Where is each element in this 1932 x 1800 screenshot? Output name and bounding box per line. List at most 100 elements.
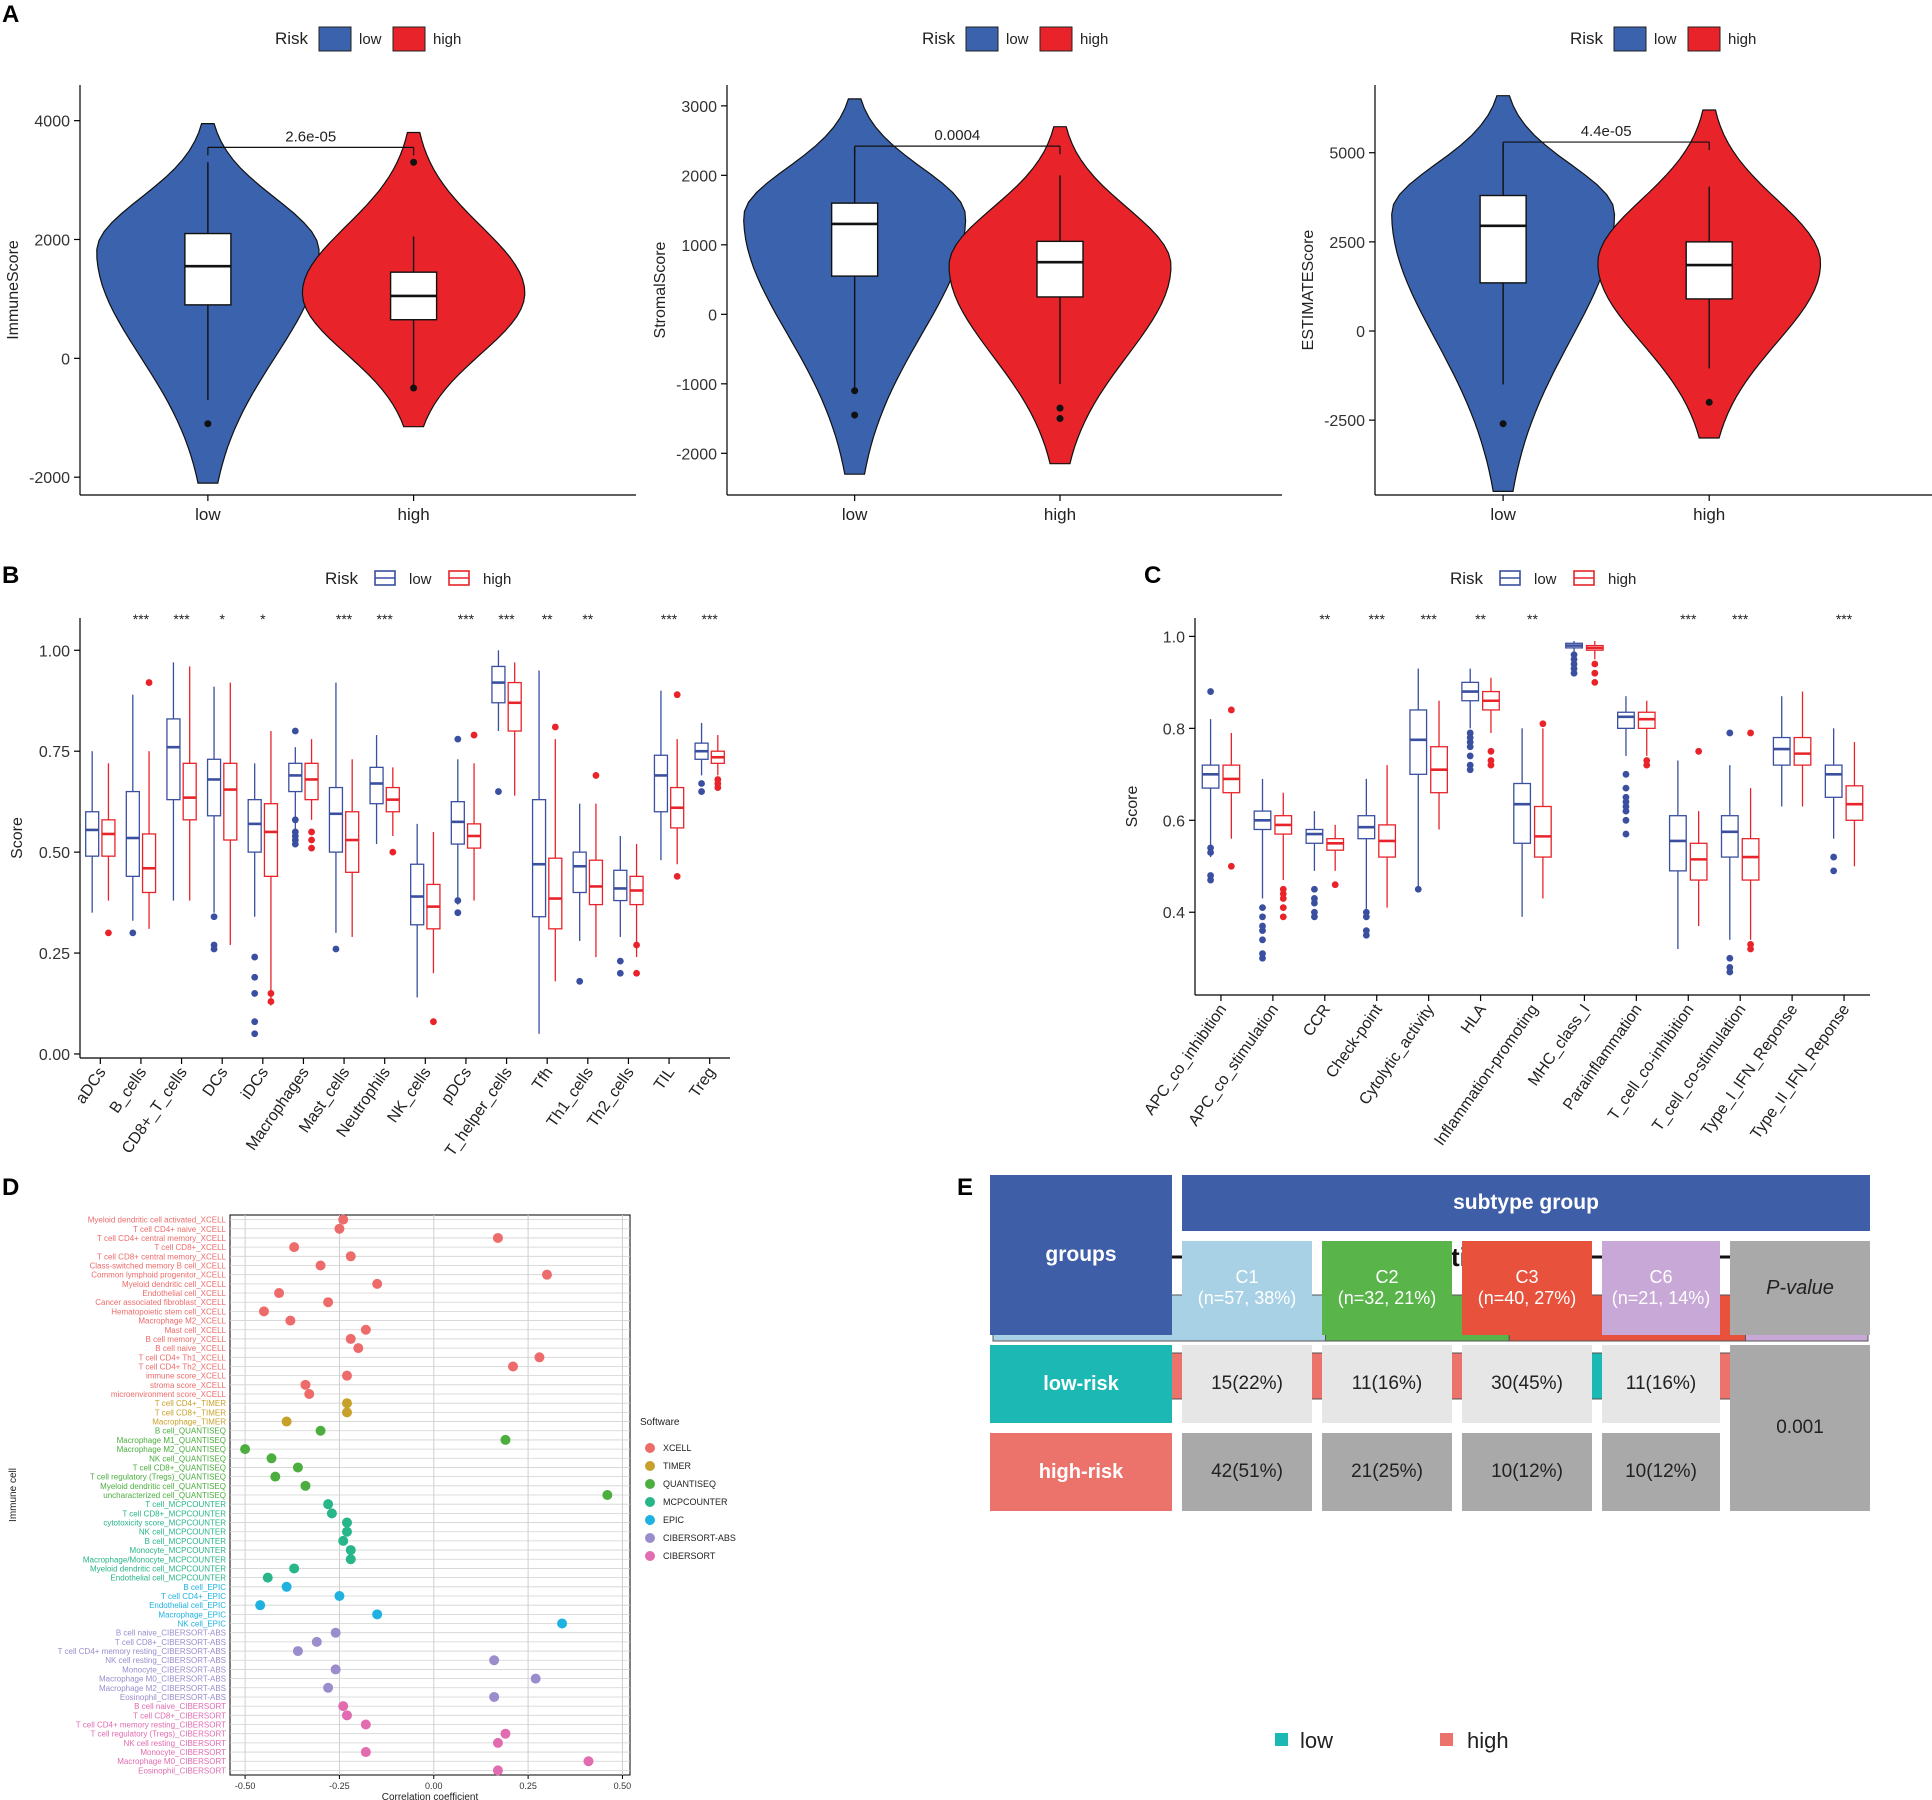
boxplot-b-outlier-low (251, 973, 259, 981)
dotplot-row-label: T cell regulatory (Tregs)_CIBERSORT (91, 1730, 227, 1739)
subtype-c3-header: C3 (n=40, 27%) (1462, 1241, 1592, 1335)
boxplot-b-outlier-low (698, 780, 705, 787)
subtype-c6-header: C6 (n=21, 14%) (1602, 1241, 1720, 1335)
boxplot-c-outlier-high (1279, 913, 1287, 921)
boxplot-c-outlier-high (1331, 881, 1339, 889)
dotplot-point (315, 1260, 326, 1271)
boxplot-b-outlier-low (698, 788, 705, 795)
boxplot-c-outlier-low (1207, 688, 1214, 695)
dotplot-row-label: T cell CD8+_MCPCOUNTER (122, 1509, 226, 1518)
boxplot-b-legend-high-label: high (483, 571, 511, 588)
boxplot-b-outlier-high (308, 844, 315, 852)
dotplot-row-label: B cell naive_XCELL (155, 1344, 226, 1353)
dotplot-row-label: T cell CD8+_TIMER (155, 1408, 226, 1417)
boxplot-b-box-high (101, 819, 116, 857)
violin-estimate-legend-low-label: low (1654, 31, 1677, 48)
dotplot-x-tick-label: -0.50 (235, 1781, 256, 1791)
boxplot-c-box-low (1668, 815, 1687, 872)
violin-estimate-x-tick-label: low (1490, 505, 1516, 524)
violin-estimate-y-tick-label: -2500 (1324, 413, 1365, 430)
dotplot-point (345, 1554, 356, 1565)
boxplot-c-outlier-low (1414, 885, 1422, 893)
boxplot-c-box-high (1689, 842, 1708, 881)
boxplot-b-box-high (588, 859, 604, 906)
dotplot-legend-swatch (645, 1443, 655, 1453)
boxplot-c-box-high (1533, 805, 1552, 858)
boxplot-b-box-high (223, 762, 238, 841)
boxplot-b-outlier-high (267, 990, 275, 997)
boxplot-c-outlier-low (1726, 964, 1734, 971)
boxplot-b-significance: *** (498, 611, 515, 627)
dotplot-row-label: T cell CD4+ memory resting_CIBERSORT-ABS (58, 1647, 226, 1656)
low-risk-c1-value: 15(22%) (1182, 1345, 1312, 1423)
violin-immune-legend-low-swatch (318, 26, 352, 52)
dotplot-row-label: Macrophage M1_QUANTISEQ (117, 1436, 226, 1445)
panel-e-legend-low-swatch (1275, 1733, 1288, 1746)
dotplot-point (240, 1444, 251, 1455)
violin-stromal-y-tick-label: 2000 (681, 168, 717, 185)
boxplot-c-outlier-low (1259, 904, 1266, 912)
groups-header: groups (990, 1175, 1172, 1335)
violin-stromal-legend-high-swatch (1039, 26, 1073, 52)
dotplot-point (360, 1719, 371, 1730)
boxplot-c-box-low (1617, 711, 1635, 729)
subtype-c6-name: C6 (1649, 1267, 1673, 1287)
boxplot-c-y-tick-label: 0.4 (1163, 905, 1185, 922)
dotplot-row-label: Eosinophil_CIBERSORT (138, 1766, 226, 1775)
boxplot-b-significance: ** (542, 611, 553, 627)
violin-immune-box-low (184, 232, 232, 306)
boxplot-c-outlier-high (1643, 757, 1651, 764)
violin-immune-legend-high-label: high (433, 31, 461, 48)
dotplot-row-label: microenvironment score_XCELL (111, 1390, 227, 1399)
violin-immune-y-tick-label: -2000 (29, 470, 70, 487)
violin-estimate-box-high (1685, 241, 1733, 300)
boxplot-b-outlier-low (210, 913, 218, 921)
boxplot-b-box-low (491, 665, 506, 704)
dotplot-legend-label: CIBERSORT (663, 1551, 716, 1561)
dotplot-legend-swatch (645, 1461, 655, 1471)
dotplot-x-tick-label: 0.50 (614, 1781, 632, 1791)
boxplot-b-outlier-high (308, 828, 315, 836)
boxplot-b-outlier-low (616, 957, 624, 965)
dotplot-row-label: B cell naive_CIBERSORT-ABS (116, 1629, 226, 1638)
dotplot-row-label: Macrophage M0_CIBERSORT-ABS (99, 1675, 226, 1684)
violin-estimate-y-tick-label: 0 (1356, 324, 1365, 341)
violin-stromal-y-tick-label: 3000 (681, 99, 717, 116)
dotplot-legend-label: CIBERSORT-ABS (663, 1533, 736, 1543)
violin-stromal-legend-high-label: high (1080, 31, 1108, 48)
boxplot-c-y-tick-label: 0.8 (1163, 721, 1185, 738)
panel-e-legend-low-label: low (1300, 1728, 1333, 1753)
dotplot-point (300, 1480, 311, 1491)
dotplot-point (500, 1434, 511, 1445)
boxplot-b-legend-low-label: low (409, 571, 432, 588)
dotplot-point (323, 1499, 334, 1510)
boxplot-c-y-label: Score (1124, 786, 1141, 828)
violin-stromal-y-tick-label: -2000 (676, 446, 717, 463)
boxplot-b-outlier-low (454, 897, 462, 904)
violin-immune-y-tick-label: 2000 (34, 232, 70, 249)
boxplot-c-box-low (1720, 815, 1739, 858)
dotplot-row-label: T cell CD8+_CIBERSORT-ABS (115, 1638, 226, 1647)
boxplot-b-outlier-low (454, 735, 462, 743)
boxplot-c-outlier-low (1830, 853, 1838, 861)
dotplot-row-label: Class-switched memory B cell_XCELL (90, 1261, 227, 1270)
low-risk-c6-value: 11(16%) (1602, 1345, 1720, 1423)
dotplot-point (534, 1352, 545, 1363)
high-risk-row-label: high-risk (990, 1433, 1172, 1511)
boxplot-c-outlier-high (1227, 706, 1235, 714)
boxplot-b-outlier-high (267, 998, 275, 1005)
high-risk-c2-value: 21(25%) (1322, 1433, 1452, 1511)
boxplot-c-outlier-high (1747, 941, 1754, 948)
violin-estimate-x-tick-label: high (1693, 505, 1725, 524)
dotplot-row-label: B cell_MCPCOUNTER (145, 1537, 227, 1546)
boxplot-b-box-low (410, 863, 425, 926)
violin-estimate-outlier-high (1705, 398, 1713, 406)
dotplot-point (360, 1747, 371, 1758)
dotplot-row-label: T cell CD4+_EPIC (161, 1592, 226, 1601)
dotplot-row-label: T cell CD4+_TIMER (155, 1399, 226, 1408)
dotplot-legend-label: EPIC (663, 1515, 685, 1525)
boxplot-b-significance: * (260, 611, 266, 627)
boxplot-c-outlier-high (1279, 885, 1287, 893)
dotplot-legend-label: TIMER (663, 1461, 691, 1471)
boxplot-c-box-low (1409, 709, 1428, 775)
